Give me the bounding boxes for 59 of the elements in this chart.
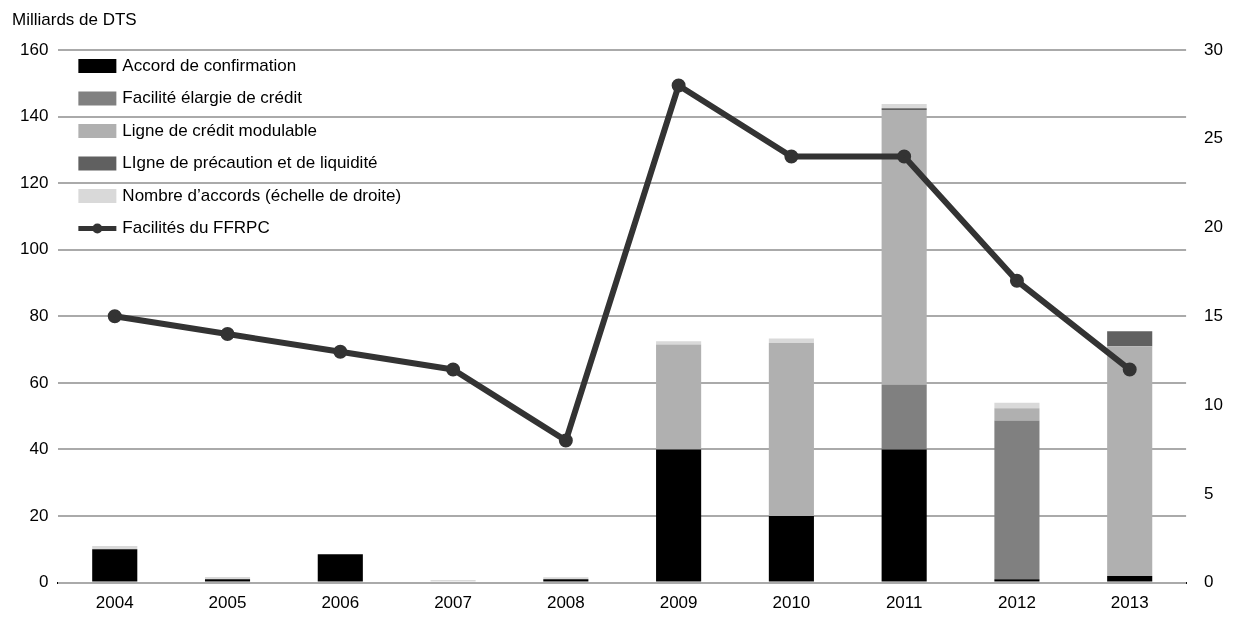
y-tick-label: 20 bbox=[29, 505, 49, 525]
x-tick-label: 2009 bbox=[659, 593, 698, 613]
bar bbox=[994, 420, 1040, 580]
x-tick-label: 2004 bbox=[95, 593, 134, 613]
x-tick-label: 2012 bbox=[998, 593, 1036, 613]
bar bbox=[768, 516, 814, 582]
y-tick-label: 80 bbox=[29, 305, 49, 325]
y2-tick-label: 10 bbox=[1204, 394, 1224, 414]
legend-label: Accord de confirmation bbox=[122, 55, 297, 75]
bar bbox=[881, 449, 927, 582]
bar bbox=[768, 338, 814, 343]
y-tick-label: 100 bbox=[19, 239, 49, 259]
y2-tick-label: 5 bbox=[1204, 483, 1214, 503]
y-tick-label: 0 bbox=[38, 572, 49, 592]
y-tick-label: 40 bbox=[29, 439, 49, 459]
legend-label: Ligne de crédit modulable bbox=[122, 120, 318, 140]
bar bbox=[656, 449, 702, 582]
x-tick-label: 2010 bbox=[772, 593, 811, 613]
y-axis-title: Milliards de DTS bbox=[12, 10, 137, 30]
bar bbox=[994, 402, 1040, 409]
y2-tick-label: 30 bbox=[1204, 39, 1224, 59]
x-tick-label: 2013 bbox=[1110, 593, 1149, 613]
legend-label: LIgne de précaution et de liquidité bbox=[122, 153, 378, 173]
point bbox=[107, 309, 122, 324]
y2-tick-label: 25 bbox=[1204, 128, 1224, 148]
bar bbox=[994, 408, 1040, 421]
y-tick-label: 140 bbox=[19, 106, 49, 126]
y2-tick-label: 20 bbox=[1204, 217, 1224, 237]
bar bbox=[92, 545, 138, 550]
bar bbox=[1107, 331, 1153, 347]
point bbox=[784, 149, 799, 164]
y-tick-label: 160 bbox=[19, 39, 49, 59]
point bbox=[333, 344, 348, 359]
bar bbox=[92, 549, 138, 582]
y2-tick-label: 0 bbox=[1204, 572, 1214, 592]
point bbox=[220, 327, 235, 342]
y-tick-label: 60 bbox=[29, 372, 49, 392]
x-tick-label: 2006 bbox=[321, 593, 360, 613]
point bbox=[558, 433, 573, 448]
x-tick-label: 2011 bbox=[885, 593, 923, 613]
bar bbox=[1107, 575, 1153, 582]
bar bbox=[656, 341, 702, 345]
bar bbox=[881, 384, 927, 450]
legend-label: Facilité élargie de crédit bbox=[122, 88, 303, 108]
bar bbox=[881, 103, 927, 109]
bar bbox=[317, 554, 363, 582]
y2-tick-label: 15 bbox=[1204, 305, 1224, 325]
point bbox=[671, 78, 686, 93]
x-tick-label: 2008 bbox=[546, 593, 585, 613]
bar bbox=[994, 579, 1040, 582]
point bbox=[1122, 362, 1137, 377]
legend-label: Facilités du FFRPC bbox=[122, 218, 270, 238]
legend-label: Nombre d’accords (échelle de droite) bbox=[122, 185, 402, 205]
y-tick-label: 120 bbox=[19, 172, 49, 192]
point bbox=[446, 362, 461, 377]
point bbox=[897, 149, 912, 164]
x-tick-label: 2007 bbox=[434, 593, 472, 613]
point bbox=[1009, 273, 1024, 288]
x-tick-label: 2005 bbox=[208, 593, 247, 613]
